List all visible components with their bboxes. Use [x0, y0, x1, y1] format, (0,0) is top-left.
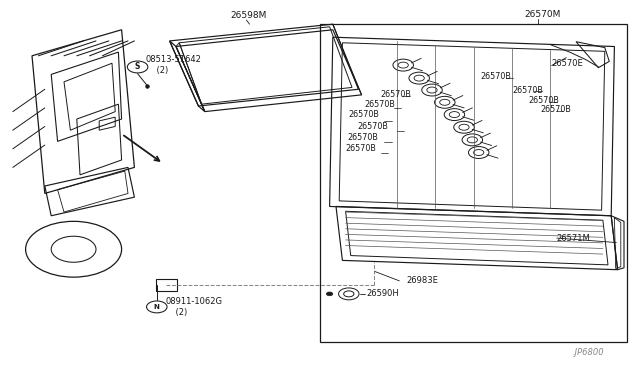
Bar	[156, 279, 177, 291]
Text: 26590H: 26590H	[366, 289, 399, 298]
Text: 26570B: 26570B	[381, 90, 412, 99]
Text: 26570B: 26570B	[347, 133, 378, 142]
Text: 26598M: 26598M	[230, 11, 267, 20]
Text: 26570B: 26570B	[357, 122, 388, 131]
Text: 08911-1062G
    (2): 08911-1062G (2)	[165, 297, 222, 317]
Text: 26983E: 26983E	[406, 276, 438, 285]
Text: N: N	[154, 304, 160, 310]
Bar	[320, 24, 627, 342]
Circle shape	[326, 292, 333, 296]
Text: 26570B: 26570B	[541, 105, 572, 114]
Text: 08513-51642
    (2): 08513-51642 (2)	[146, 55, 202, 75]
Text: 26570B: 26570B	[346, 144, 376, 153]
Text: 26570E: 26570E	[552, 59, 584, 68]
Text: 26570B: 26570B	[365, 100, 396, 109]
Text: 26570M: 26570M	[525, 10, 561, 19]
Text: 26571M: 26571M	[557, 234, 591, 243]
Text: 26570B: 26570B	[349, 110, 380, 119]
Text: 26570B: 26570B	[480, 72, 511, 81]
Text: 26570B: 26570B	[528, 96, 559, 105]
Text: .JP6800: .JP6800	[573, 348, 604, 357]
Text: 26570B: 26570B	[512, 86, 543, 94]
Text: S: S	[135, 62, 140, 71]
